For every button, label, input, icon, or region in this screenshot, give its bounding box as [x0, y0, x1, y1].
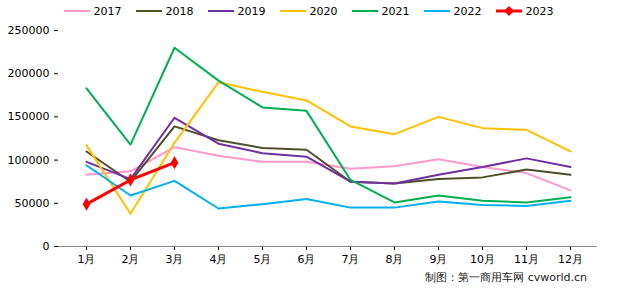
svg-text:50000: 50000 [15, 197, 50, 210]
html-text:2017: 2017 [93, 4, 122, 18]
html-text:制图：第一商用车网 cvworld.cn: 制图：第一商用车网 cvworld.cn [425, 271, 587, 284]
svg-text:7月: 7月 [342, 253, 360, 266]
svg-text:12月: 12月 [558, 253, 583, 266]
svg-text:2月: 2月 [122, 253, 140, 266]
html-text:2018: 2018 [165, 4, 194, 18]
svg-text:10月: 10月 [470, 253, 495, 266]
svg-text:0: 0 [43, 240, 50, 253]
svg-text:100000: 100000 [8, 154, 50, 167]
svg-text:150000: 150000 [8, 110, 50, 123]
svg-text:9月: 9月 [430, 253, 448, 266]
svg-text:11月: 11月 [514, 253, 539, 266]
html-text:2020: 2020 [309, 4, 338, 18]
svg-text:250000: 250000 [8, 24, 50, 37]
svg-text:3月: 3月 [166, 253, 184, 266]
html-text:2022: 2022 [453, 4, 482, 18]
html-text:2019: 2019 [237, 4, 266, 18]
svg-text:8月: 8月 [386, 253, 404, 266]
html-text:2023: 2023 [525, 4, 554, 18]
svg-text:6月: 6月 [298, 253, 316, 266]
svg-text:5月: 5月 [254, 253, 272, 266]
svg-text:4月: 4月 [210, 253, 228, 266]
svg-text:1月: 1月 [78, 253, 96, 266]
html-text:2021: 2021 [381, 4, 410, 18]
svg-text:200000: 200000 [8, 67, 50, 80]
